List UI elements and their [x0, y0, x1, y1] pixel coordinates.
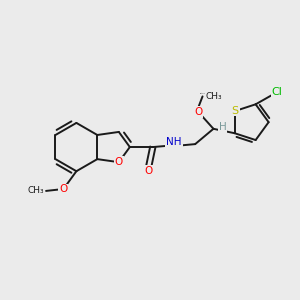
Text: O: O [59, 184, 67, 194]
Text: NH: NH [166, 137, 182, 147]
Text: O: O [194, 107, 202, 117]
Text: H: H [219, 122, 226, 132]
Text: S: S [232, 106, 239, 116]
Text: O: O [144, 166, 152, 176]
Text: CH₃: CH₃ [206, 92, 222, 101]
Text: O: O [115, 157, 123, 167]
Text: Cl: Cl [272, 87, 282, 97]
Text: methoxy: methoxy [200, 93, 206, 94]
Text: CH₃: CH₃ [28, 186, 45, 195]
